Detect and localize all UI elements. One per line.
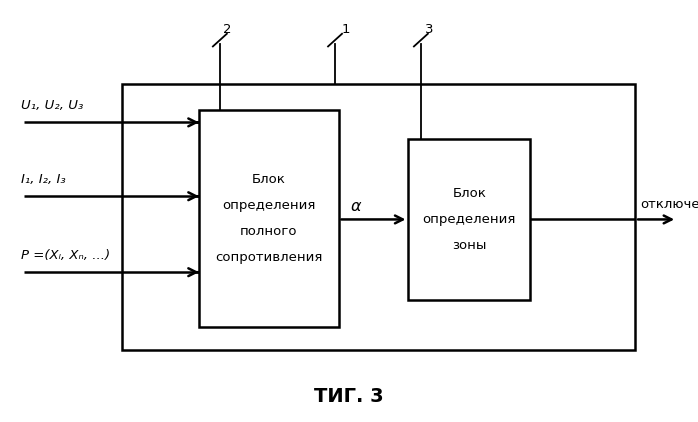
Text: 2: 2 — [223, 23, 231, 36]
Text: 3: 3 — [425, 23, 433, 36]
Text: ΤИГ. 3: ΤИГ. 3 — [314, 387, 384, 406]
Text: 1: 1 — [341, 23, 350, 36]
Text: Блок: Блок — [452, 187, 487, 200]
Text: Блок: Блок — [252, 173, 285, 186]
Text: сопротивления: сопротивления — [215, 251, 322, 264]
Text: полного: полного — [240, 225, 297, 238]
Text: отключение: отключение — [640, 198, 698, 211]
Text: определения: определения — [423, 213, 516, 226]
Text: P =(Xₗ, Xₙ, ...): P =(Xₗ, Xₙ, ...) — [21, 249, 110, 262]
Text: I₁, I₂, I₃: I₁, I₂, I₃ — [21, 173, 66, 186]
Text: зоны: зоны — [452, 239, 487, 252]
Text: α: α — [350, 199, 362, 214]
Bar — [122, 84, 635, 350]
Bar — [408, 139, 530, 300]
Text: определения: определения — [222, 199, 315, 212]
Bar — [199, 110, 339, 327]
Text: U₁, U₂, U₃: U₁, U₂, U₃ — [21, 99, 83, 112]
